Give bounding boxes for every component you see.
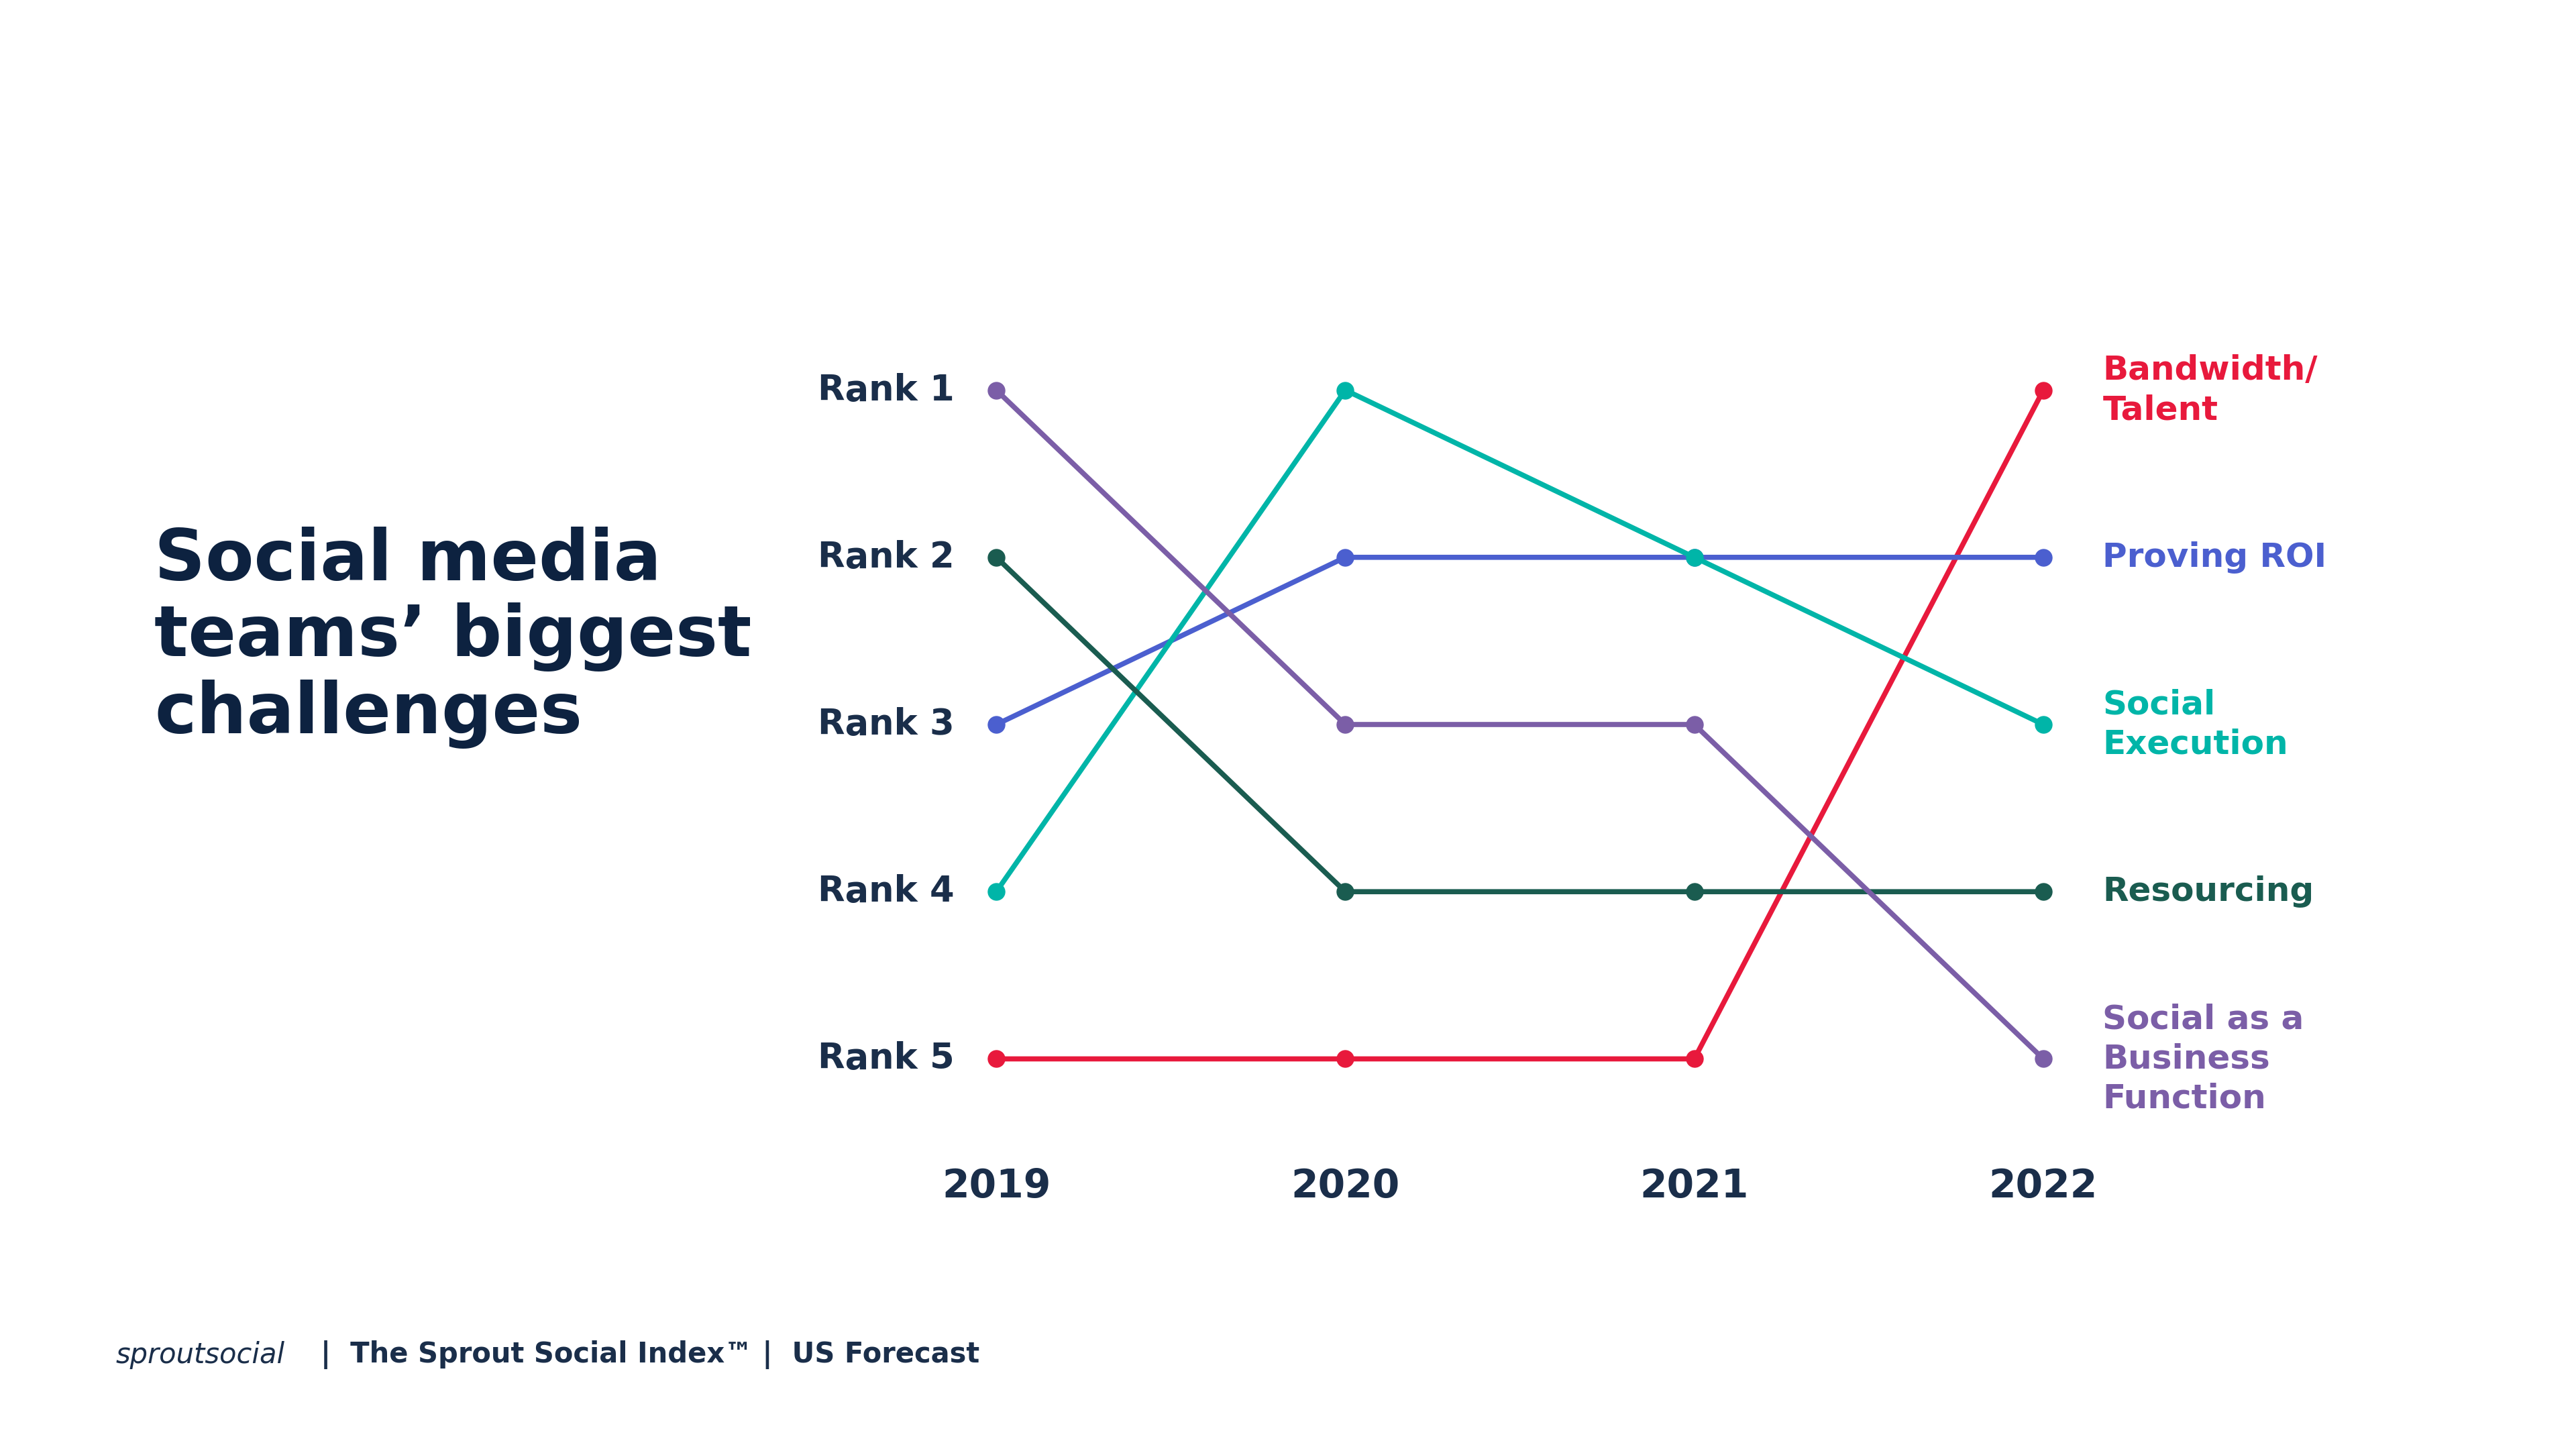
Text: 2020: 2020 xyxy=(1291,1168,1399,1206)
Text: 2021: 2021 xyxy=(1641,1168,1749,1206)
Text: |  The Sprout Social Index™ |  US Forecast: | The Sprout Social Index™ | US Forecast xyxy=(301,1340,979,1369)
Text: 2019: 2019 xyxy=(943,1168,1051,1206)
Text: Bandwidth/
Talent: Bandwidth/ Talent xyxy=(2102,354,2318,426)
Text: Social media
teams’ biggest
challenges: Social media teams’ biggest challenges xyxy=(155,526,752,749)
Text: 2022: 2022 xyxy=(1989,1168,2097,1206)
Text: Social
Execution: Social Execution xyxy=(2102,688,2287,761)
Text: Social as a
Business
Function: Social as a Business Function xyxy=(2102,1003,2303,1114)
Text: Rank 5: Rank 5 xyxy=(817,1042,956,1077)
Text: Resourcing: Resourcing xyxy=(2102,875,2313,907)
Text: Rank 2: Rank 2 xyxy=(817,540,956,575)
Text: Rank 4: Rank 4 xyxy=(817,874,956,909)
Text: Proving ROI: Proving ROI xyxy=(2102,542,2326,574)
Text: Rank 1: Rank 1 xyxy=(817,372,956,407)
Text: sproutsocial: sproutsocial xyxy=(116,1340,286,1369)
Text: Rank 3: Rank 3 xyxy=(817,707,956,742)
